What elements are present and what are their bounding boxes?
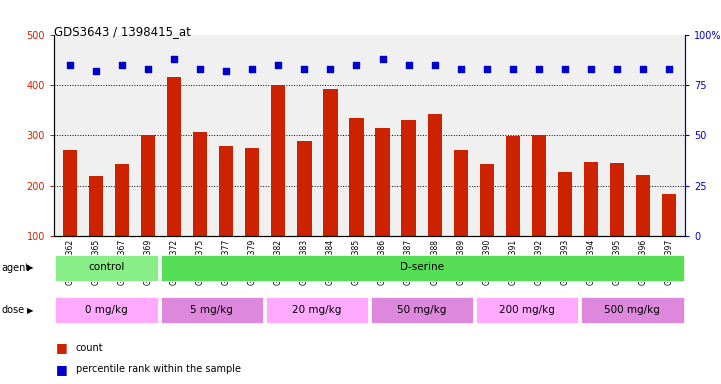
Bar bbox=[454, 151, 468, 286]
Text: 5 mg/kg: 5 mg/kg bbox=[190, 305, 233, 314]
Point bbox=[403, 62, 415, 68]
Bar bbox=[610, 162, 624, 286]
Point bbox=[377, 56, 389, 62]
Bar bbox=[581, 297, 684, 323]
Text: agent: agent bbox=[1, 263, 30, 273]
Bar bbox=[297, 141, 311, 286]
Bar bbox=[349, 118, 363, 286]
Bar bbox=[161, 255, 684, 281]
Bar bbox=[245, 148, 260, 286]
Bar bbox=[271, 85, 286, 286]
Point bbox=[637, 66, 649, 72]
Bar bbox=[56, 255, 158, 281]
Point bbox=[116, 62, 128, 68]
Bar bbox=[532, 136, 546, 286]
Text: control: control bbox=[89, 262, 125, 272]
Text: 20 mg/kg: 20 mg/kg bbox=[292, 305, 342, 314]
Text: dose: dose bbox=[1, 305, 25, 315]
Text: 200 mg/kg: 200 mg/kg bbox=[500, 305, 555, 314]
Point bbox=[247, 66, 258, 72]
Point bbox=[585, 66, 597, 72]
Bar bbox=[376, 128, 390, 286]
Text: ■: ■ bbox=[56, 363, 68, 376]
Point bbox=[142, 66, 154, 72]
Point bbox=[324, 66, 336, 72]
Bar bbox=[479, 164, 494, 286]
Text: ▶: ▶ bbox=[27, 306, 34, 314]
Point bbox=[534, 66, 545, 72]
Point bbox=[221, 68, 232, 74]
Text: percentile rank within the sample: percentile rank within the sample bbox=[76, 364, 241, 374]
Point bbox=[298, 66, 310, 72]
Text: ■: ■ bbox=[56, 341, 68, 354]
Text: 50 mg/kg: 50 mg/kg bbox=[397, 305, 447, 314]
Bar bbox=[584, 162, 598, 286]
Point bbox=[481, 66, 492, 72]
Point bbox=[90, 68, 102, 74]
Bar bbox=[636, 175, 650, 286]
Point bbox=[429, 62, 441, 68]
Text: 0 mg/kg: 0 mg/kg bbox=[85, 305, 128, 314]
Text: ▶: ▶ bbox=[27, 263, 34, 272]
Bar bbox=[219, 146, 234, 286]
Bar bbox=[371, 297, 474, 323]
Bar bbox=[505, 136, 520, 286]
Bar bbox=[161, 297, 263, 323]
Bar bbox=[265, 297, 368, 323]
Point bbox=[273, 62, 284, 68]
Text: D-serine: D-serine bbox=[400, 262, 444, 272]
Point bbox=[663, 66, 675, 72]
Point bbox=[350, 62, 362, 68]
Point bbox=[507, 66, 518, 72]
Point bbox=[611, 66, 623, 72]
Point bbox=[559, 66, 571, 72]
Bar bbox=[662, 194, 676, 286]
Point bbox=[64, 62, 76, 68]
Point bbox=[455, 66, 466, 72]
Bar bbox=[89, 176, 103, 286]
Bar bbox=[428, 114, 442, 286]
Point bbox=[168, 56, 180, 62]
Bar bbox=[323, 89, 337, 286]
Text: count: count bbox=[76, 343, 103, 353]
Bar bbox=[558, 172, 572, 286]
Bar bbox=[63, 151, 77, 286]
Bar bbox=[167, 78, 181, 286]
Bar bbox=[141, 136, 155, 286]
Bar bbox=[476, 297, 578, 323]
Bar bbox=[193, 132, 207, 286]
Bar bbox=[115, 164, 129, 286]
Text: 500 mg/kg: 500 mg/kg bbox=[604, 305, 660, 314]
Point bbox=[194, 66, 205, 72]
Bar bbox=[56, 297, 158, 323]
Text: GDS3643 / 1398415_at: GDS3643 / 1398415_at bbox=[54, 25, 191, 38]
Bar bbox=[402, 120, 416, 286]
